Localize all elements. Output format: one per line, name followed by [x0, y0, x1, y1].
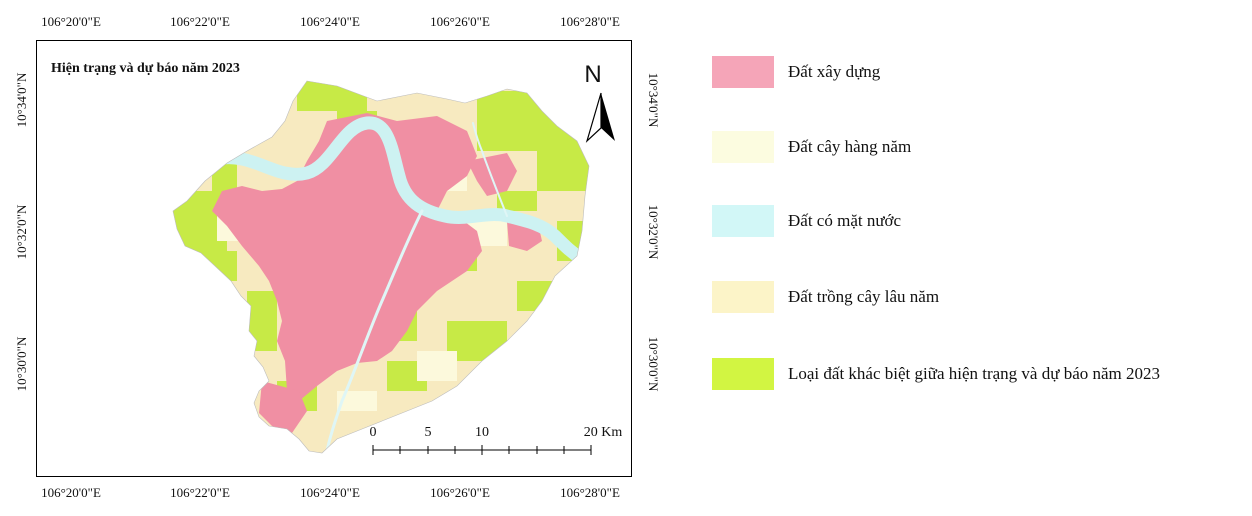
legend-swatch-water: [712, 205, 774, 237]
lon-label-top-2: 106°22'0"E: [170, 14, 230, 29]
scale-label-5: 5: [424, 425, 432, 440]
map-title: Hiện trạng và dự báo năm 2023: [51, 61, 240, 76]
scale-bar: [372, 445, 592, 455]
legend-label-construction: Đất xây dựng: [788, 62, 881, 81]
lon-label-top-1: 106°20'0"E: [41, 14, 101, 29]
legend-item-annual-crops: Đất cây hàng năm: [712, 131, 911, 163]
region-boundary: [172, 80, 590, 454]
north-label: N: [584, 61, 602, 88]
scale-label-20km: 20 Km: [583, 425, 623, 440]
legend-label-water: Đất có mặt nước: [788, 211, 902, 230]
legend-swatch-construction: [712, 56, 774, 88]
lon-label-top-4: 106°26'0"E: [430, 14, 490, 29]
legend-item-difference: Loại đất khác biệt giữa hiện trạng và dự…: [712, 358, 1160, 390]
lat-label-left-3: 10°30'0"N: [14, 336, 29, 392]
legend-swatch-difference: [712, 358, 774, 390]
legend-item-water: Đất có mặt nước: [712, 205, 901, 237]
lon-label-bottom-2: 106°22'0"E: [170, 485, 230, 500]
lon-label-top-3: 106°24'0"E: [300, 14, 360, 29]
land-use-region: [173, 81, 589, 453]
lon-label-bottom-3: 106°24'0"E: [300, 485, 360, 500]
lat-label-right-2: 10°32'0"N: [646, 204, 661, 260]
legend-label-annual-crops: Đất cây hàng năm: [788, 137, 912, 156]
north-arrow-icon: [585, 92, 615, 143]
lon-label-bottom-4: 106°26'0"E: [430, 485, 490, 500]
scale-label-10: 10: [475, 425, 489, 440]
lat-label-left-1: 10°34'0"N: [14, 72, 29, 128]
scale-label-0: 0: [369, 425, 377, 440]
legend-label-perennial-crops: Đất trồng cây lâu năm: [788, 287, 940, 306]
map-canvas: [172, 80, 615, 455]
legend-swatch-annual-crops: [712, 131, 774, 163]
lon-label-top-5: 106°28'0"E: [560, 14, 620, 29]
legend-item-construction: Đất xây dựng: [712, 56, 880, 88]
legend-label-difference: Loại đất khác biệt giữa hiện trạng và dự…: [788, 364, 1161, 383]
lat-label-right-1: 10°34'0"N: [646, 72, 661, 128]
lon-label-bottom-1: 106°20'0"E: [41, 485, 101, 500]
map-frame: Hiện trạng và dự báo năm 2023 N 0 5 10 2…: [36, 40, 632, 477]
lat-label-left-2: 10°32'0"N: [14, 204, 29, 260]
legend-swatch-perennial-crops: [712, 281, 774, 313]
lat-label-right-3: 10°30'0"N: [646, 336, 661, 392]
legend-item-perennial-crops: Đất trồng cây lâu năm: [712, 281, 939, 313]
lon-label-bottom-5: 106°28'0"E: [560, 485, 620, 500]
